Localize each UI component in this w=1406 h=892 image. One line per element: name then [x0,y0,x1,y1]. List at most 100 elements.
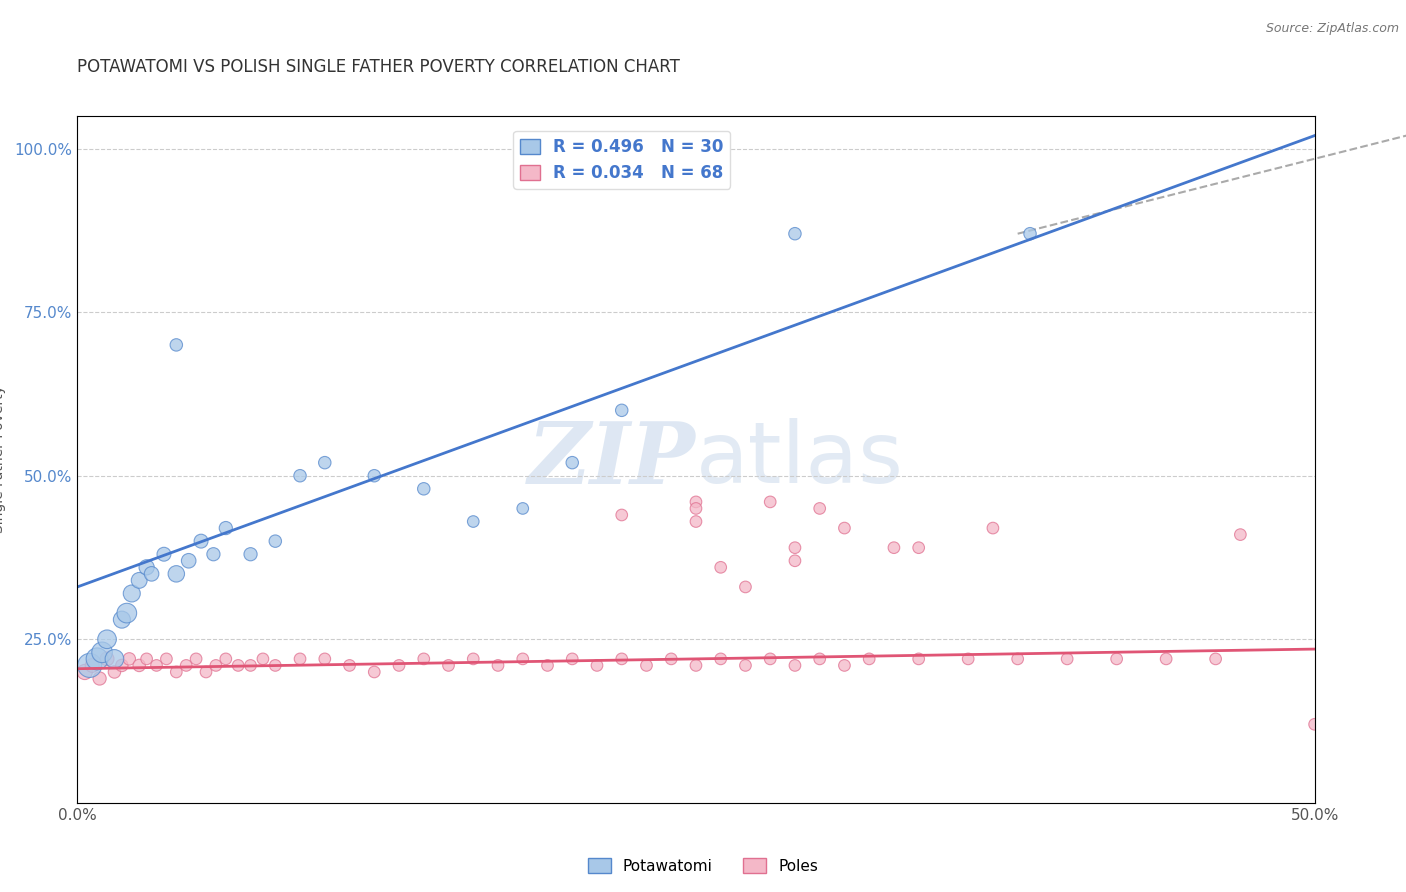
Point [685,658,707,673]
Point [783,227,806,241]
Point [165,665,187,679]
Point [734,580,756,594]
Point [808,652,831,666]
Point [463,515,485,529]
Point [512,501,534,516]
Point [79,658,101,673]
Point [883,541,905,555]
Point [195,665,218,679]
Point [184,652,207,666]
Point [636,658,658,673]
Point [96,632,118,647]
Point [89,672,111,686]
Point [834,658,856,673]
Point [288,468,311,483]
Point [907,652,929,666]
Point [202,547,225,561]
Point [165,566,187,581]
Point [1229,527,1251,541]
Point [314,652,336,666]
Point [734,658,756,673]
Text: Source: ZipAtlas.com: Source: ZipAtlas.com [1265,22,1399,36]
Point [226,658,249,673]
Point [73,665,96,679]
Point [561,456,583,470]
Point [314,456,336,470]
Point [145,658,167,673]
Point [1019,227,1042,241]
Y-axis label: Single Father Poverty: Single Father Poverty [0,385,6,533]
Point [907,541,929,555]
Point [264,658,287,673]
Point [115,606,138,620]
Legend: R = 0.496   N = 30, R = 0.034   N = 68: R = 0.496 N = 30, R = 0.034 N = 68 [513,131,730,189]
Point [153,547,176,561]
Point [82,658,104,673]
Point [288,652,311,666]
Point [710,652,733,666]
Point [252,652,274,666]
Point [561,652,583,666]
Point [339,658,361,673]
Point [135,652,157,666]
Legend: Potawatomi, Poles: Potawatomi, Poles [582,852,824,880]
Point [174,658,197,673]
Point [103,652,125,666]
Point [858,652,880,666]
Point [610,652,633,666]
Point [759,652,782,666]
Text: atlas: atlas [696,417,904,501]
Point [437,658,460,673]
Point [128,658,150,673]
Text: POTAWATOMI VS POLISH SINGLE FATHER POVERTY CORRELATION CHART: POTAWATOMI VS POLISH SINGLE FATHER POVER… [77,58,681,76]
Point [412,652,434,666]
Point [363,468,385,483]
Point [685,495,707,509]
Point [135,560,157,574]
Point [834,521,856,535]
Point [190,534,212,549]
Point [808,501,831,516]
Point [1105,652,1128,666]
Point [165,338,187,352]
Point [1056,652,1078,666]
Point [783,554,806,568]
Point [121,586,143,600]
Point [111,613,134,627]
Text: ZIP: ZIP [529,417,696,501]
Point [957,652,980,666]
Point [128,574,150,588]
Point [363,665,385,679]
Point [86,652,108,666]
Point [463,652,485,666]
Point [586,658,609,673]
Point [1154,652,1177,666]
Point [512,652,534,666]
Point [759,495,782,509]
Point [981,521,1004,535]
Point [1205,652,1227,666]
Point [412,482,434,496]
Point [215,521,238,535]
Point [103,665,125,679]
Point [610,403,633,417]
Point [91,645,114,659]
Point [536,658,558,673]
Point [239,658,262,673]
Point [1007,652,1029,666]
Point [155,652,177,666]
Point [388,658,411,673]
Point [685,515,707,529]
Point [215,652,238,666]
Point [264,534,287,549]
Point [111,658,134,673]
Point [239,547,262,561]
Point [141,566,163,581]
Point [486,658,509,673]
Point [783,541,806,555]
Point [710,560,733,574]
Point [1303,717,1326,731]
Point [96,652,118,666]
Point [685,501,707,516]
Point [205,658,228,673]
